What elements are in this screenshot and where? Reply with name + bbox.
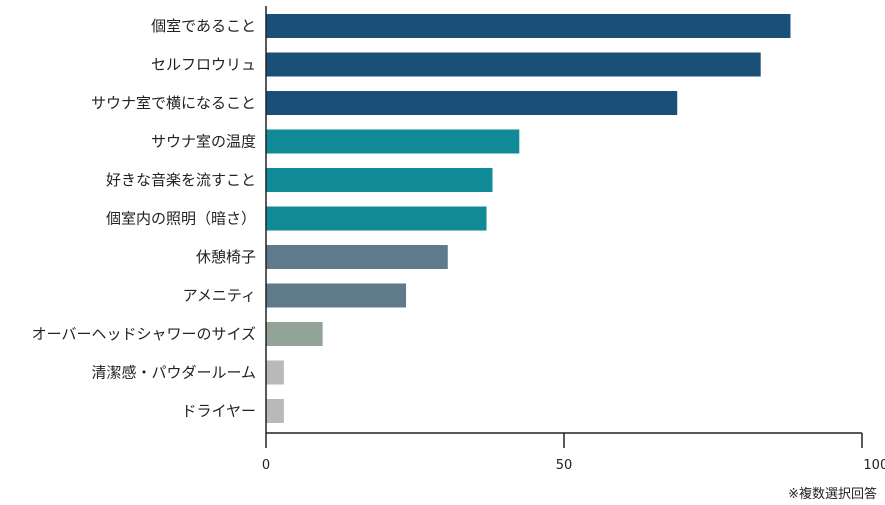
category-label-9: 清潔感・パウダールーム <box>91 364 256 382</box>
footnote: ※複数選択回答 <box>788 487 877 502</box>
bar-1 <box>266 52 761 77</box>
bar-9 <box>266 360 284 385</box>
category-label-1: セルフロウリュ <box>151 56 256 74</box>
category-label-8: オーバーヘッドシャワーのサイズ <box>32 325 256 343</box>
category-label-7: アメニティ <box>183 287 256 305</box>
category-label-5: 個室内の照明（暗さ） <box>106 210 256 228</box>
x-axis-ticks: 0 50 100% <box>262 433 885 473</box>
category-label-10: ドライヤー <box>181 402 256 420</box>
bar-series <box>266 14 791 423</box>
bar-7 <box>266 283 407 308</box>
category-label-3: サウナ室の温度 <box>151 133 256 151</box>
bar-6 <box>266 245 448 269</box>
x-tick-label-1: 50 <box>556 458 573 473</box>
bar-8 <box>266 322 323 346</box>
bar-0 <box>266 14 791 38</box>
bar-10 <box>266 399 284 423</box>
category-labels: 個室であることセルフロウリュサウナ室で横になることサウナ室の温度好きな音楽を流す… <box>32 17 256 420</box>
bar-3 <box>266 129 520 154</box>
category-label-4: 好きな音楽を流すこと <box>106 171 256 189</box>
bar-4 <box>266 168 493 192</box>
category-label-2: サウナ室で横になること <box>91 94 256 112</box>
bar-5 <box>266 206 487 231</box>
category-label-6: 休憩椅子 <box>196 248 256 266</box>
bar-2 <box>266 91 678 115</box>
x-tick-label-0: 0 <box>262 458 270 473</box>
x-tick-label-2: 100% <box>863 458 885 473</box>
category-label-0: 個室であること <box>151 17 256 35</box>
